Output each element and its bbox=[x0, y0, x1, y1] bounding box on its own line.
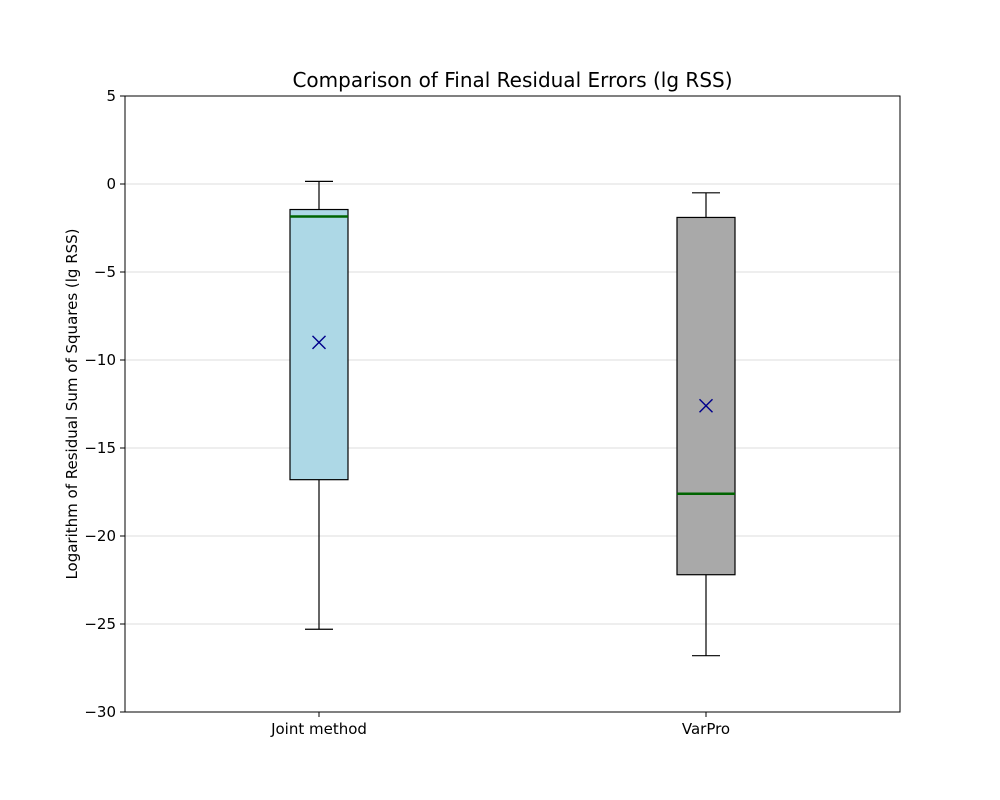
y-tick-label: −30 bbox=[84, 703, 116, 721]
box-joint-method bbox=[289, 180, 349, 630]
box-plot-boxes bbox=[289, 180, 736, 657]
iqr-box bbox=[289, 208, 349, 481]
y-axis-ticks: 5 0 −5 −10 −15 −20 −25 −30 bbox=[84, 87, 125, 721]
chart-title: Comparison of Final Residual Errors (lg … bbox=[292, 68, 732, 92]
y-tick-label: −15 bbox=[84, 439, 116, 457]
y-axis-label: Logarithm of Residual Sum of Squares (lg… bbox=[63, 228, 81, 579]
y-tick-label: −20 bbox=[84, 527, 116, 545]
y-tick-label: 0 bbox=[106, 175, 116, 193]
box-varpro bbox=[676, 192, 736, 657]
y-tick-label: −5 bbox=[94, 263, 116, 281]
iqr-box bbox=[676, 216, 736, 576]
mean-marker bbox=[312, 335, 326, 350]
grid-lines bbox=[125, 183, 900, 625]
y-tick-label: 5 bbox=[106, 87, 116, 105]
y-tick-label: −25 bbox=[84, 615, 116, 633]
x-tick-label: Joint method bbox=[270, 720, 367, 738]
x-tick-label: VarPro bbox=[682, 720, 730, 738]
mean-marker bbox=[699, 398, 713, 413]
x-axis-ticks: Joint method VarPro bbox=[270, 712, 730, 738]
plot-area-frame bbox=[124, 95, 901, 713]
y-tick-label: −10 bbox=[84, 351, 116, 369]
